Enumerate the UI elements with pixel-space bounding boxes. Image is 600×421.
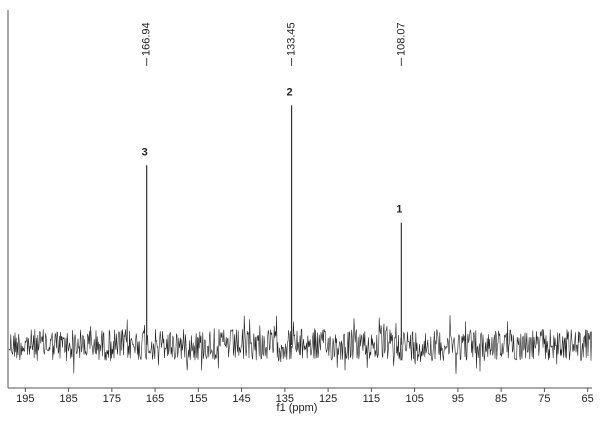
baseline-noise	[8, 315, 592, 375]
x-tick-label: 115	[363, 393, 381, 405]
peak-shift-label: 108.07	[395, 22, 407, 56]
x-tick-label: 105	[405, 393, 423, 405]
x-tick-label: 125	[319, 393, 337, 405]
peak-shift-label: 166.94	[141, 22, 153, 56]
x-tick-label: 65	[582, 393, 594, 405]
x-tick-label: 75	[538, 393, 550, 405]
x-tick-label: 195	[16, 393, 34, 405]
peak-number: 3	[142, 146, 148, 158]
x-tick-label: 155	[189, 393, 207, 405]
x-tick-label: 175	[103, 393, 121, 405]
x-tick-label: 85	[495, 393, 507, 405]
x-tick-label: 185	[59, 393, 77, 405]
peak-number: 2	[287, 86, 293, 98]
x-tick-label: 95	[452, 393, 464, 405]
x-tick-label: 145	[232, 393, 250, 405]
x-tick-label: 135	[276, 393, 294, 405]
peak-shift-label: 133.45	[285, 22, 297, 56]
peak-number: 1	[396, 204, 402, 216]
x-tick-label: 165	[146, 393, 164, 405]
x-axis-label: f1 (ppm)	[277, 402, 318, 414]
